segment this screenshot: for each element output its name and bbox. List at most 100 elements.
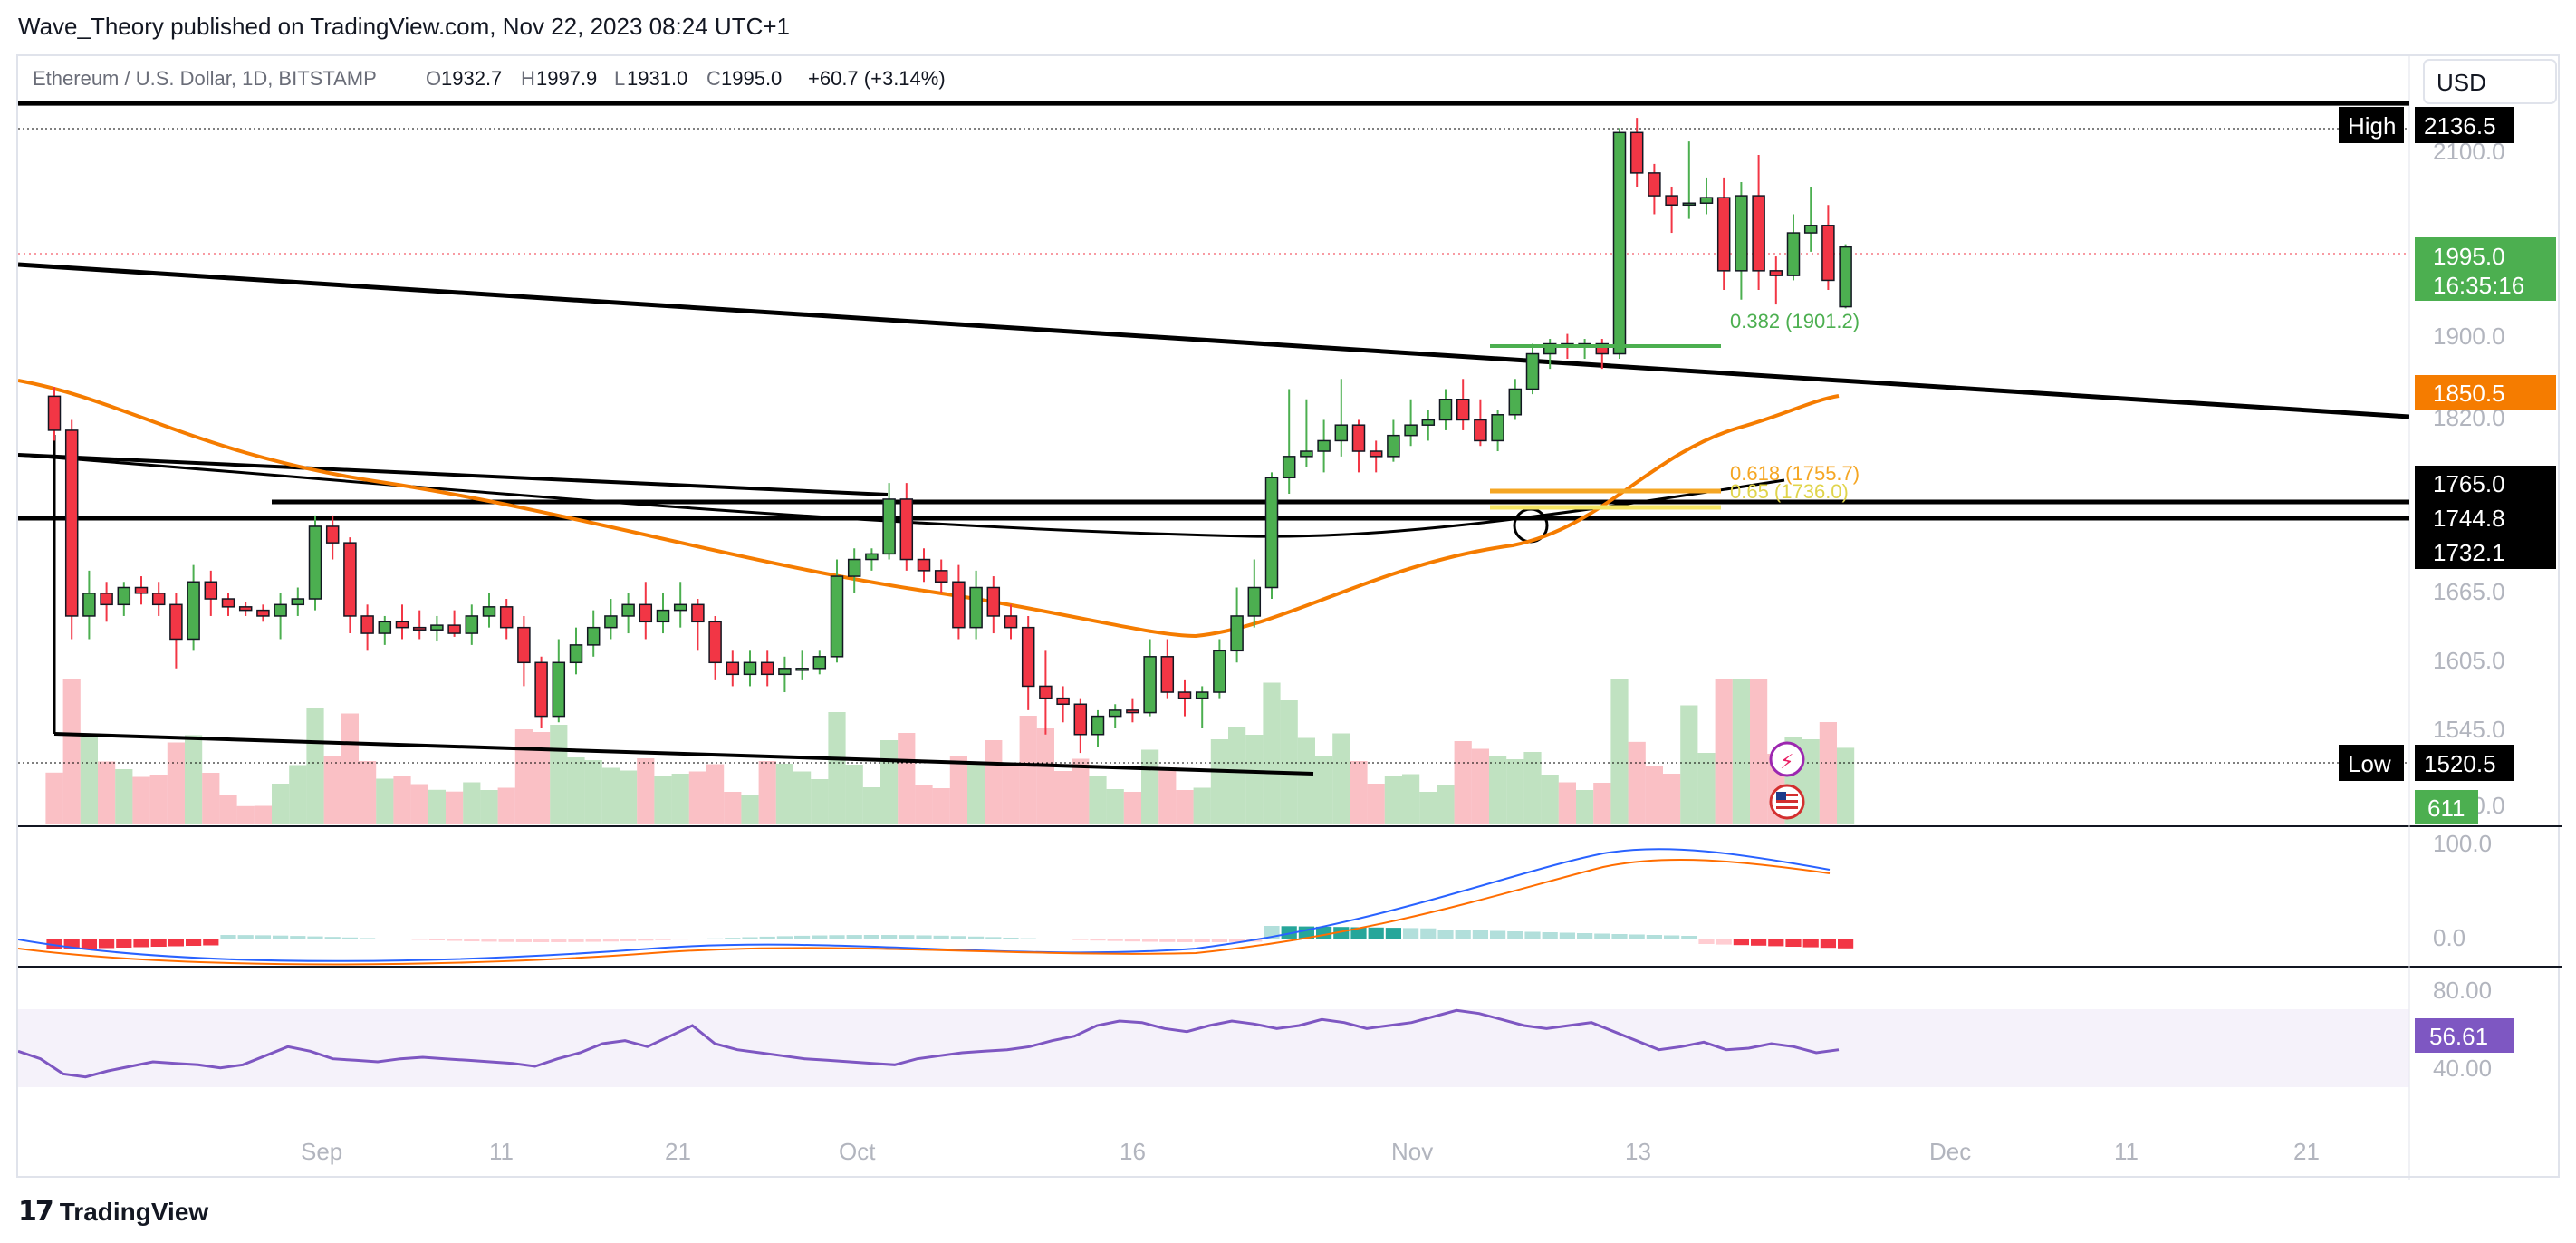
- macd-histogram-bar: [1611, 934, 1628, 939]
- candles-layer[interactable]: [47, 118, 1852, 754]
- candle-body: [743, 661, 757, 676]
- time-tick: 11: [489, 1138, 514, 1165]
- volume-bar: [862, 787, 880, 824]
- macd-histogram-bar: [1385, 928, 1401, 939]
- candle-body: [882, 498, 896, 555]
- candle-body: [865, 553, 879, 561]
- rsi-badge-text: 56.61: [2429, 1023, 2488, 1050]
- volume-bar: [359, 761, 377, 824]
- currency-button[interactable]: [2423, 59, 2557, 104]
- fibonacci-layer[interactable]: [1490, 344, 1721, 510]
- candle-body: [969, 586, 983, 629]
- ma-badge-text: 1850.5: [2433, 380, 2505, 407]
- time-tick: 11: [2114, 1138, 2139, 1165]
- macd-histogram-bar: [1003, 937, 1019, 939]
- candle-body: [221, 598, 235, 608]
- volume-bar: [654, 776, 672, 824]
- candle-body: [1021, 626, 1035, 688]
- volume-bar: [1837, 747, 1855, 824]
- volume-bar: [306, 708, 324, 824]
- price-badges: High 2136.5 1995.0 16:35:16 1850.5 1765.…: [2339, 107, 2556, 1053]
- macd-histogram-bar: [1403, 928, 1419, 939]
- macd-histogram-bar: [1768, 939, 1784, 947]
- macd-histogram-bar: [290, 936, 306, 939]
- candle-body: [1334, 424, 1349, 442]
- volume-bar: [1454, 741, 1472, 824]
- macd-histogram-bar: [46, 939, 62, 949]
- chart-frame[interactable]: Ethereum / U.S. Dollar, 1D, BITSTAMP O 1…: [16, 54, 2562, 1180]
- volume-bar: [584, 760, 602, 824]
- volume-bar: [1280, 700, 1298, 824]
- candle-body: [1213, 650, 1226, 693]
- volume-bar: [1072, 758, 1090, 824]
- candle-body: [1039, 685, 1053, 699]
- time-tick: Oct: [839, 1138, 876, 1165]
- candle-body: [1786, 232, 1801, 276]
- volume-bar: [1123, 792, 1141, 824]
- candle-body: [395, 621, 409, 629]
- support-badge-1: [2415, 466, 2556, 500]
- macd-histogram-bar: [498, 939, 514, 942]
- trendline-layer[interactable]: [18, 101, 2409, 776]
- candle-body: [1317, 439, 1331, 452]
- macd-histogram-bar: [742, 937, 758, 939]
- moving-average-line: [18, 379, 1840, 639]
- price-axis[interactable]: 2100.0 1900.0 1820.0 1665.0 1605.0 1545.…: [2433, 138, 2505, 1082]
- candle-body: [586, 626, 601, 646]
- volume-bar: [98, 761, 116, 824]
- volume-bar: [533, 732, 551, 824]
- fib-618-label: 0.618 (1755.7): [1730, 462, 1860, 485]
- volume-bar: [985, 740, 1003, 824]
- volume-bar: [1437, 785, 1455, 824]
- last-price-badge: [2415, 237, 2556, 301]
- descending-trendline-upper: [18, 262, 2409, 419]
- volume-bar: [1332, 733, 1350, 824]
- us-flag-icon[interactable]: [1769, 784, 1805, 820]
- volume-bar: [1645, 766, 1663, 824]
- candle-body: [830, 575, 844, 658]
- candle-body: [517, 626, 531, 664]
- macd-histogram-bar: [1177, 939, 1193, 942]
- candle-body: [1282, 456, 1296, 479]
- volume-bar: [1158, 767, 1177, 824]
- signal-line: [18, 858, 1831, 966]
- macd-histogram-bar: [794, 935, 811, 939]
- volume-bar: [514, 729, 533, 824]
- chart-canvas[interactable]: Ethereum / U.S. Dollar, 1D, BITSTAMP O 1…: [18, 56, 2562, 1180]
- macd-histogram-bar: [273, 935, 289, 939]
- macd-histogram-bar: [863, 935, 879, 939]
- macd-histogram-bar: [1420, 928, 1437, 939]
- symbol-legend[interactable]: Ethereum / U.S. Dollar, 1D, BITSTAMP: [33, 67, 377, 90]
- tradingview-logo[interactable]: 𝟭𝟳 TradingView: [18, 1196, 208, 1228]
- lightning-event-icon[interactable]: ⚡: [1769, 741, 1805, 777]
- macd-histogram-bar: [1368, 927, 1384, 939]
- candle-body: [1404, 424, 1418, 437]
- candle-body: [760, 661, 774, 676]
- volume-bar: [793, 771, 812, 824]
- macd-histogram-bar: [1472, 930, 1488, 939]
- macd-tick: 0.0: [2433, 924, 2465, 951]
- candle-body: [1056, 697, 1070, 706]
- high-value: 1997.9: [536, 67, 597, 90]
- volume-bar: [1419, 792, 1437, 824]
- macd-histogram-bar: [759, 936, 775, 939]
- volume-bar: [758, 761, 776, 824]
- time-axis[interactable]: Sep 11 21 Oct 16 Nov 13 Dec 11 21: [301, 1138, 2320, 1165]
- ohlc-legend: O 1932.7 H 1997.9 L 1931.0 C 1995.0 +60.…: [426, 67, 946, 90]
- countdown-text: 16:35:16: [2433, 272, 2524, 299]
- candle-body: [1387, 434, 1400, 458]
- ma-badge: [2415, 375, 2556, 410]
- macd-histogram-bar: [360, 938, 376, 939]
- candle-body: [1456, 399, 1470, 421]
- macd-histogram-bar: [1159, 939, 1176, 942]
- rsi-layer: [18, 1008, 1840, 1079]
- macd-histogram-bar: [602, 939, 619, 942]
- macd-histogram-bar: [1594, 933, 1610, 939]
- candle-body: [1508, 388, 1523, 416]
- macd-histogram-bar: [1229, 939, 1245, 942]
- candle-body: [673, 603, 687, 612]
- candle-body: [1629, 131, 1644, 174]
- macd-histogram-bar: [1820, 939, 1836, 949]
- publisher-line: Wave_Theory published on TradingView.com…: [18, 13, 790, 40]
- volume-bar: [1228, 727, 1246, 824]
